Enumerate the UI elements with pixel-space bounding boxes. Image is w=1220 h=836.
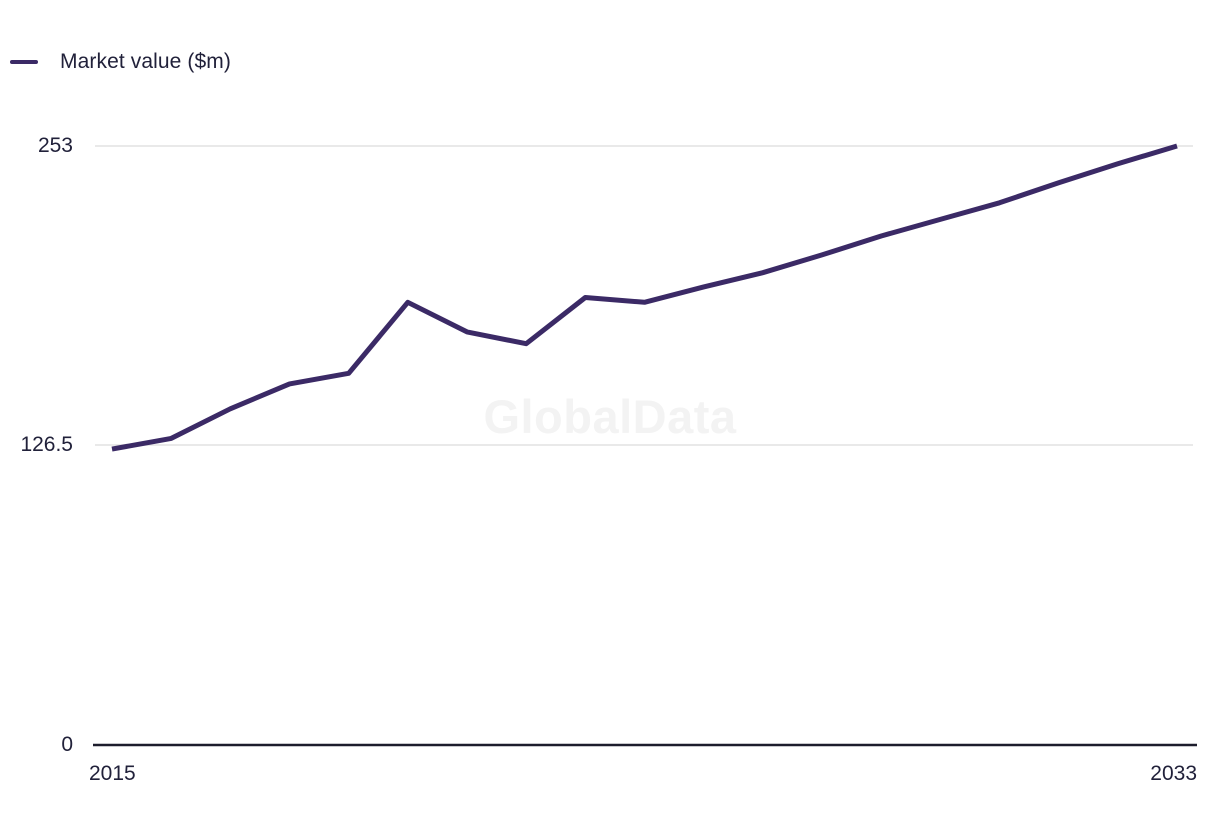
y-axis-tick-253: 253 xyxy=(37,134,73,157)
series-line-market-value xyxy=(111,143,1178,452)
legend-label: Market value ($m) xyxy=(60,50,231,73)
legend-item-market-value[interactable]: Market value ($m) xyxy=(10,50,231,74)
x-axis-tick-2015: 2015 xyxy=(89,762,136,785)
y-axis-tick-0: 0 xyxy=(61,733,73,756)
legend-line-swatch xyxy=(10,59,38,65)
x-axis-tick-2033: 2033 xyxy=(1150,762,1197,785)
y-axis-tick-126-5: 126.5 xyxy=(20,433,73,456)
